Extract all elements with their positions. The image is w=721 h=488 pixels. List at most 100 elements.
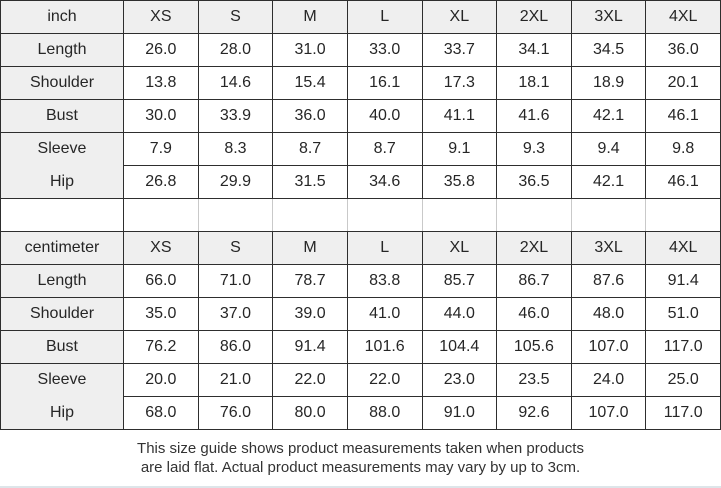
size-value-cell: 87.6 — [570, 264, 647, 298]
table-row-sleeve-cm: Sleeve 20.0 21.0 22.0 22.0 23.0 23.5 24.… — [0, 363, 721, 397]
row-label: Length — [0, 264, 124, 298]
size-value-cell: 18.1 — [496, 66, 572, 100]
size-value-cell: 33.9 — [197, 99, 274, 133]
table-row-length-inch: Length 26.0 28.0 31.0 33.0 33.7 34.1 34.… — [0, 33, 721, 67]
size-value-cell: 22.0 — [272, 363, 348, 397]
spacer-cell — [272, 198, 348, 232]
row-label: Shoulder — [0, 297, 124, 331]
size-value-cell: 31.5 — [272, 165, 348, 199]
row-label: Sleeve — [0, 363, 124, 397]
size-value-cell: 46.1 — [645, 165, 721, 199]
size-value-cell: 34.5 — [570, 33, 647, 67]
size-value-cell: 78.7 — [272, 264, 348, 298]
size-value-cell: 40.0 — [346, 99, 423, 133]
size-guide-table: inch XS S M L XL 2XL 3XL 4XL Length 26.0… — [0, 0, 721, 430]
table-row-length-cm: Length 66.0 71.0 78.7 83.8 85.7 86.7 87.… — [0, 264, 721, 298]
size-value-cell: 20.0 — [123, 363, 199, 397]
size-value-cell: 101.6 — [346, 330, 423, 364]
size-value-cell: 25.0 — [645, 363, 721, 397]
size-value-cell: 23.5 — [496, 363, 572, 397]
size-value-cell: 76.0 — [197, 396, 274, 430]
unit-header-centimeter: centimeter — [0, 231, 124, 265]
row-label: Sleeve — [0, 132, 124, 166]
size-value-cell: 8.7 — [346, 132, 423, 166]
size-value-cell: 9.8 — [645, 132, 721, 166]
centimeter-header-row: centimeter XS S M L XL 2XL 3XL 4XL — [0, 231, 721, 265]
spacer-cell — [496, 198, 572, 232]
size-value-cell: 91.4 — [645, 264, 721, 298]
size-value-cell: 35.0 — [123, 297, 199, 331]
size-value-cell: 117.0 — [645, 396, 721, 430]
row-label: Bust — [0, 99, 124, 133]
table-row-bust-cm: Bust 76.2 86.0 91.4 101.6 104.4 105.6 10… — [0, 330, 721, 364]
spacer-cell — [123, 198, 199, 232]
size-value-cell: 8.3 — [197, 132, 274, 166]
size-col-header: XL — [421, 231, 498, 265]
unit-header-inch: inch — [0, 0, 124, 34]
size-col-header: S — [197, 231, 274, 265]
size-col-header: M — [272, 0, 348, 34]
size-value-cell: 80.0 — [272, 396, 348, 430]
size-value-cell: 29.9 — [197, 165, 274, 199]
size-value-cell: 17.3 — [421, 66, 498, 100]
size-value-cell: 7.9 — [123, 132, 199, 166]
row-label: Shoulder — [0, 66, 124, 100]
size-value-cell: 37.0 — [197, 297, 274, 331]
table-row-bust-inch: Bust 30.0 33.9 36.0 40.0 41.1 41.6 42.1 … — [0, 99, 721, 133]
size-value-cell: 26.0 — [123, 33, 199, 67]
size-value-cell: 18.9 — [570, 66, 647, 100]
table-row-hip-cm: Hip 68.0 76.0 80.0 88.0 91.0 92.6 107.0 … — [0, 396, 721, 430]
size-value-cell: 9.4 — [570, 132, 647, 166]
size-value-cell: 104.4 — [421, 330, 498, 364]
size-col-header: XS — [123, 231, 199, 265]
size-value-cell: 91.4 — [272, 330, 348, 364]
size-value-cell: 30.0 — [123, 99, 199, 133]
table-row-shoulder-inch: Shoulder 13.8 14.6 15.4 16.1 17.3 18.1 1… — [0, 66, 721, 100]
size-value-cell: 42.1 — [570, 99, 647, 133]
footer-note: This size guide shows product measuremen… — [0, 430, 721, 488]
size-value-cell: 15.4 — [272, 66, 348, 100]
size-value-cell: 46.0 — [496, 297, 572, 331]
size-value-cell: 22.0 — [346, 363, 423, 397]
size-value-cell: 31.0 — [272, 33, 348, 67]
size-value-cell: 48.0 — [570, 297, 647, 331]
size-value-cell: 42.1 — [570, 165, 647, 199]
size-value-cell: 33.0 — [346, 33, 423, 67]
size-value-cell: 107.0 — [570, 330, 647, 364]
row-label: Hip — [0, 165, 124, 199]
size-value-cell: 8.7 — [272, 132, 348, 166]
size-value-cell: 26.8 — [123, 165, 199, 199]
size-value-cell: 105.6 — [496, 330, 572, 364]
size-col-header: M — [272, 231, 348, 265]
size-col-header: L — [346, 231, 423, 265]
size-value-cell: 24.0 — [570, 363, 647, 397]
size-col-header: 4XL — [645, 231, 721, 265]
size-value-cell: 36.0 — [272, 99, 348, 133]
size-value-cell: 28.0 — [197, 33, 274, 67]
size-value-cell: 16.1 — [346, 66, 423, 100]
size-value-cell: 117.0 — [645, 330, 721, 364]
size-value-cell: 41.1 — [421, 99, 498, 133]
size-value-cell: 23.0 — [421, 363, 498, 397]
inch-header-row: inch XS S M L XL 2XL 3XL 4XL — [0, 0, 721, 34]
footer-note-line2: are laid flat. Actual product measuremen… — [140, 459, 581, 476]
size-value-cell: 33.7 — [421, 33, 498, 67]
size-value-cell: 85.7 — [421, 264, 498, 298]
spacer-cell — [421, 198, 498, 232]
size-col-header: XL — [421, 0, 498, 34]
table-row-hip-inch: Hip 26.8 29.9 31.5 34.6 35.8 36.5 42.1 4… — [0, 165, 721, 199]
size-col-header: S — [197, 0, 274, 34]
size-value-cell: 14.6 — [197, 66, 274, 100]
size-value-cell: 92.6 — [496, 396, 572, 430]
size-value-cell: 36.5 — [496, 165, 572, 199]
size-col-header: 3XL — [570, 231, 647, 265]
size-col-header: 2XL — [496, 231, 572, 265]
size-value-cell: 21.0 — [197, 363, 274, 397]
row-label: Length — [0, 33, 124, 67]
size-value-cell: 68.0 — [123, 396, 199, 430]
footer-note-line1: This size guide shows product measuremen… — [137, 440, 584, 457]
spacer-cell — [645, 198, 721, 232]
size-value-cell: 88.0 — [346, 396, 423, 430]
size-value-cell: 13.8 — [123, 66, 199, 100]
size-value-cell: 76.2 — [123, 330, 199, 364]
